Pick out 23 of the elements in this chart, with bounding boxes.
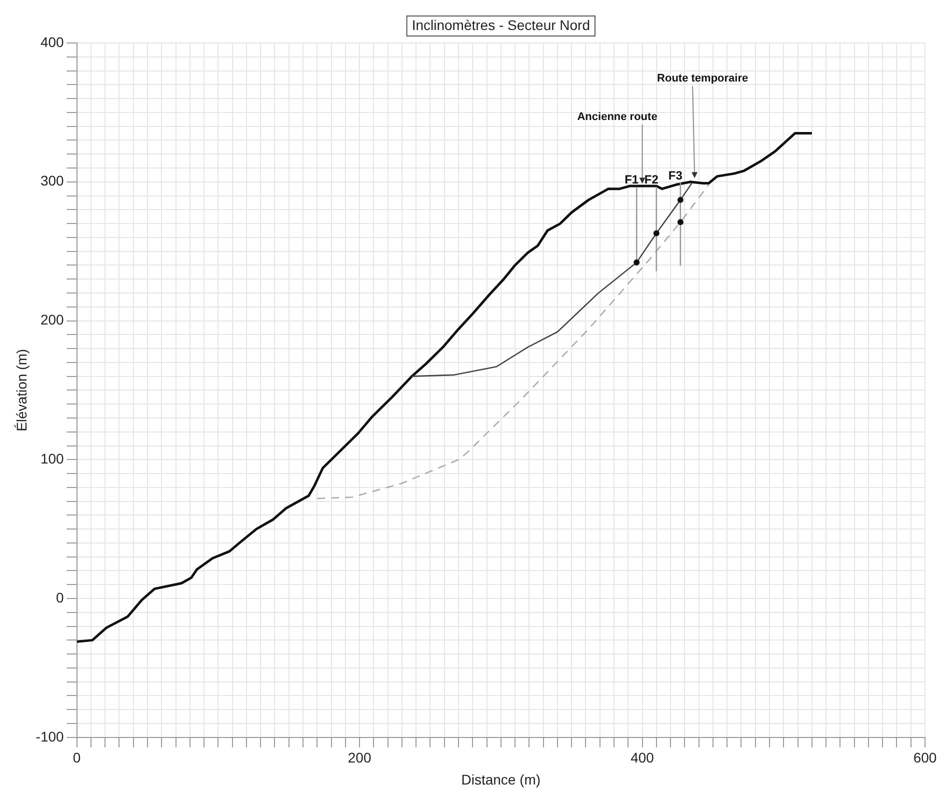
point [634,259,640,266]
annotation: Ancienne route [577,111,658,124]
line-series [316,184,710,500]
point [677,196,684,203]
x-tick-label: 200 [348,750,372,766]
annotation: F1 [624,172,639,187]
annotation: Route temporaire [657,72,748,85]
y-tick-label: 300 [40,172,64,189]
x-axis-title: Distance (m) [461,771,541,788]
point [677,219,684,226]
y-tick-label: 400 [40,34,64,50]
y-axis-title: Élévation (m) [13,348,30,432]
y-tick-label: 100 [40,450,64,466]
y-tick-label: 200 [40,312,64,328]
chart-title: Inclinomètres - Secteur Nord [412,16,590,33]
y-tick-label: 0 [56,589,64,606]
x-tick-label: 600 [913,750,937,766]
annotation: F3 [668,168,683,183]
x-tick-label: 0 [72,750,81,766]
y-tick-label: -100 [36,728,64,744]
point [653,230,660,236]
x-tick-label: 400 [630,750,654,766]
annotation: F2 [644,172,659,187]
